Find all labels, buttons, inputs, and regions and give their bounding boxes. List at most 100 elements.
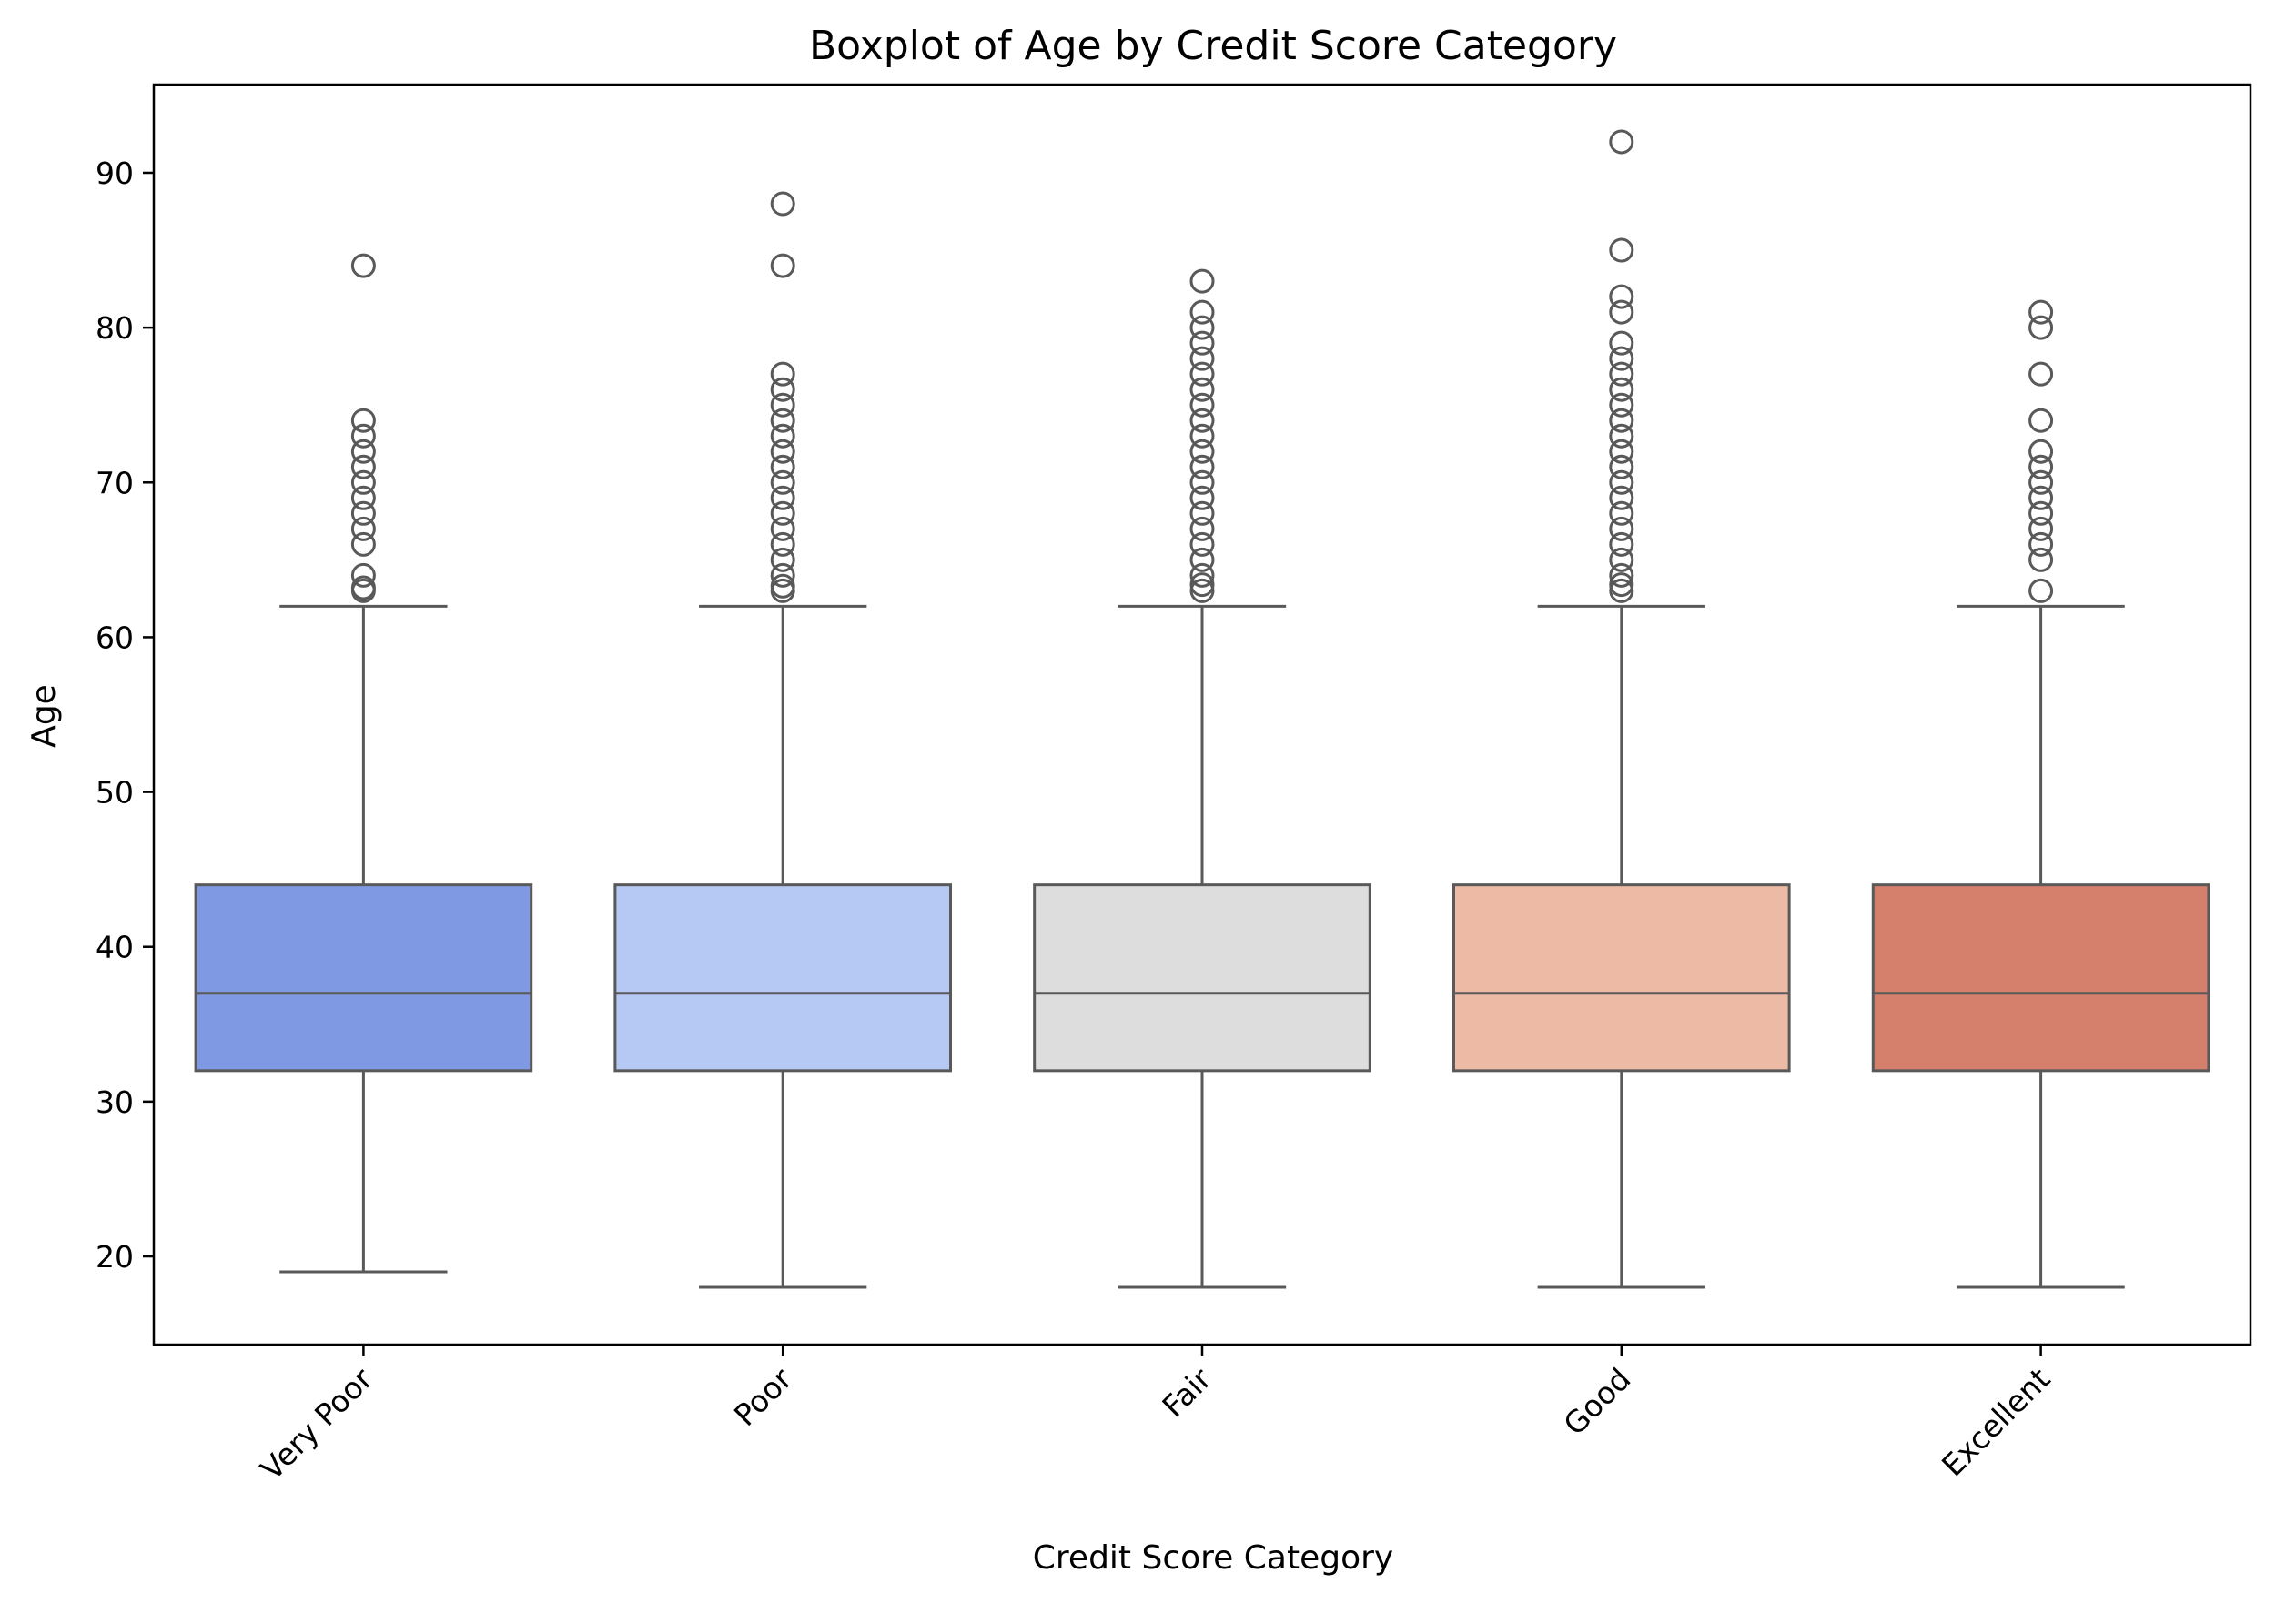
- outlier-point: [1189, 268, 1215, 294]
- y-axis: 20 30 40 50 60 70 80 90: [96, 156, 154, 1275]
- outlier-point: [2028, 547, 2054, 572]
- box: [1451, 883, 1791, 1073]
- outlier-point: [2028, 315, 2054, 340]
- x-tick-label: Poor: [727, 1361, 799, 1433]
- outlier-point: [770, 408, 795, 433]
- outlier-point: [770, 377, 795, 402]
- outlier-point: [1609, 299, 1634, 325]
- outlier-point: [350, 253, 376, 278]
- plot-area: [194, 129, 2210, 1289]
- outlier-point: [770, 573, 795, 599]
- outlier-point: [2028, 500, 2054, 526]
- y-tick-label: 50: [96, 775, 134, 811]
- outlier-point: [1189, 562, 1215, 588]
- x-tick-label: Good: [1556, 1361, 1637, 1442]
- outlier-point: [770, 547, 795, 572]
- outlier-point: [350, 423, 376, 449]
- x-tick-label: Excellent: [1935, 1361, 2057, 1483]
- outlier-point: [1189, 315, 1215, 340]
- box-group-4: [1871, 299, 2210, 1289]
- box-group-0: [194, 253, 533, 1274]
- outlier-point: [1609, 408, 1634, 433]
- outlier-point: [2028, 299, 2054, 325]
- x-tick-label: Very Poor: [254, 1361, 380, 1487]
- outlier-point: [1189, 423, 1215, 449]
- outlier-point: [2028, 578, 2054, 603]
- outlier-point: [1609, 423, 1634, 449]
- outlier-point: [1189, 361, 1215, 387]
- outlier-point: [1609, 562, 1634, 588]
- outlier-point: [350, 575, 376, 600]
- outlier-point: [770, 531, 795, 557]
- outlier-point: [1609, 469, 1634, 495]
- outlier-point: [770, 361, 795, 387]
- outlier-point: [2028, 408, 2054, 433]
- outlier-point: [1609, 578, 1634, 603]
- box-group-1: [613, 191, 953, 1289]
- outlier-point: [1189, 469, 1215, 495]
- outlier-point: [1609, 547, 1634, 572]
- outlier-point: [1609, 392, 1634, 418]
- outlier-point: [350, 454, 376, 479]
- outlier-point: [1189, 500, 1215, 526]
- outlier-point: [2028, 469, 2054, 495]
- y-tick-label: 20: [96, 1239, 134, 1275]
- outlier-point: [1189, 547, 1215, 572]
- outlier-point: [1609, 500, 1634, 526]
- outlier-point: [1189, 516, 1215, 541]
- outlier-point: [1609, 361, 1634, 387]
- outlier-point: [1609, 237, 1634, 263]
- y-tick-label: 80: [96, 310, 134, 346]
- outlier-point: [1189, 485, 1215, 510]
- outlier-point: [770, 423, 795, 449]
- outlier-point: [1609, 346, 1634, 371]
- box: [194, 883, 533, 1073]
- outlier-point: [770, 392, 795, 418]
- outlier-point: [770, 562, 795, 588]
- outlier-point: [1189, 531, 1215, 557]
- outlier-point: [770, 454, 795, 479]
- outlier-point: [1189, 392, 1215, 418]
- outlier-point: [1609, 531, 1634, 557]
- outlier-point: [1609, 284, 1634, 309]
- y-tick-label: 30: [96, 1084, 134, 1120]
- y-tick-label: 60: [96, 620, 134, 655]
- outlier-point: [770, 500, 795, 526]
- outlier-point: [1609, 330, 1634, 356]
- outlier-point: [2028, 516, 2054, 541]
- outlier-point: [770, 516, 795, 541]
- outlier-point: [350, 562, 376, 588]
- outlier-point: [1189, 454, 1215, 479]
- outlier-point: [770, 469, 795, 495]
- box: [613, 883, 953, 1073]
- outlier-point: [1609, 129, 1634, 155]
- outlier-point: [2028, 439, 2054, 464]
- outlier-point: [1609, 516, 1634, 541]
- outlier-point: [1189, 439, 1215, 464]
- outlier-point: [1609, 572, 1634, 598]
- outlier-point: [1189, 299, 1215, 325]
- y-tick-label: 90: [96, 156, 134, 191]
- chart-title: Boxplot of Age by Credit Score Category: [809, 23, 1617, 69]
- x-axis: Very Poor Poor Fair Good Excellent: [254, 1345, 2057, 1487]
- outlier-point: [2028, 454, 2054, 479]
- outlier-point: [350, 469, 376, 495]
- outlier-point: [1189, 330, 1215, 356]
- outlier-point: [1189, 408, 1215, 433]
- box: [1033, 883, 1371, 1073]
- outlier-point: [1609, 439, 1634, 464]
- y-tick-label: 70: [96, 465, 134, 500]
- outlier-point: [1189, 377, 1215, 402]
- outlier-point: [350, 531, 376, 557]
- y-axis-label: Age: [25, 684, 63, 748]
- outlier-point: [2028, 485, 2054, 510]
- outlier-point: [350, 500, 376, 526]
- outlier-point: [770, 253, 795, 278]
- box-group-3: [1451, 129, 1791, 1289]
- outlier-point: [2028, 361, 2054, 387]
- outlier-point: [1189, 572, 1215, 598]
- outlier-point: [1189, 346, 1215, 371]
- outlier-point: [1609, 454, 1634, 479]
- outlier-point: [770, 439, 795, 464]
